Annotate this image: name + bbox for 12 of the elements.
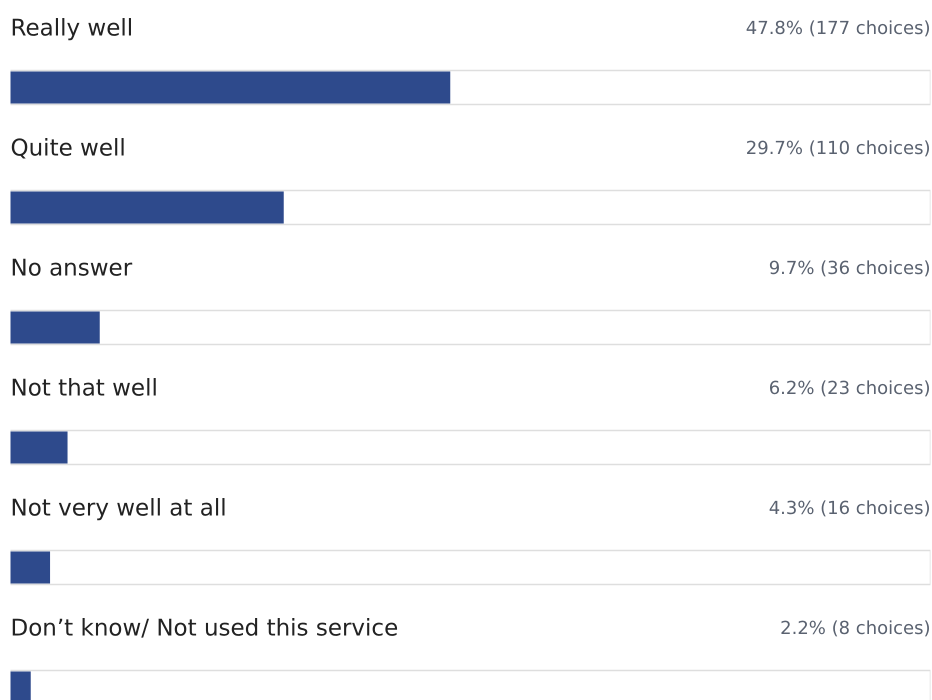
data-label: 2.2% (8 choices) (780, 618, 931, 639)
y-tick-label: Don’t know/ Not used this service (10, 616, 398, 642)
data-label: 6.2% (23 choices) (768, 378, 931, 399)
data-label: 29.7% (110 choices) (746, 138, 931, 159)
y-tick-label: Not very well at all (10, 496, 227, 522)
data-label: 47.8% (177 choices) (746, 18, 931, 39)
y-tick-label: Quite well (10, 136, 126, 162)
y-tick-label: Really well (10, 16, 134, 42)
y-tick-label: No answer (10, 256, 133, 282)
y-tick-label: Not that well (10, 376, 158, 402)
data-label: 9.7% (36 choices) (768, 258, 931, 279)
data-label: 4.3% (16 choices) (768, 498, 931, 519)
